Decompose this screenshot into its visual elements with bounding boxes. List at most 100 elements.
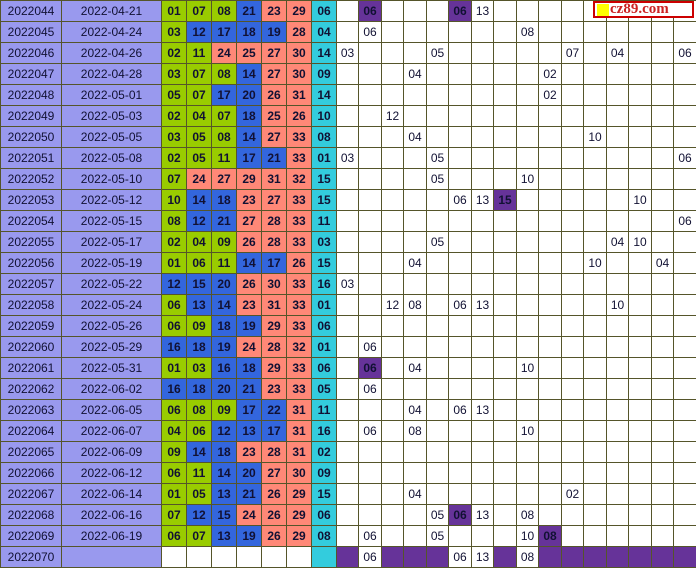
trend-cell	[448, 441, 472, 463]
trend-cell	[673, 252, 696, 274]
period-cell: 2022061	[0, 357, 62, 379]
trend-cell	[628, 252, 652, 274]
watermark-link[interactable]: cz89.com	[610, 1, 669, 17]
draw-row: 2022067 2022-06-14 01 05 13 21 26 29 15 04 02	[0, 483, 696, 505]
period-cell: 2022058	[0, 294, 62, 316]
trend-cell	[583, 399, 607, 421]
trend-cell: 04	[606, 231, 629, 253]
trend-cell	[561, 126, 584, 148]
red-ball-cell: 21	[236, 378, 262, 400]
trend-cell: 06	[358, 525, 382, 547]
trend-cell	[583, 63, 607, 85]
trend-cell: 06	[448, 399, 472, 421]
red-ball-cell: 07	[161, 504, 187, 526]
period-cell: 2022049	[0, 105, 62, 127]
blue-ball-cell: 15	[311, 189, 337, 211]
trend-cell	[628, 525, 652, 547]
red-ball-cell: 28	[261, 210, 287, 232]
trend-cell	[448, 105, 472, 127]
red-ball-cell: 27	[261, 462, 287, 484]
red-ball-cell: 26	[236, 273, 262, 295]
trend-cell	[583, 42, 607, 64]
red-ball-cell: 25	[261, 105, 287, 127]
trend-cell: 06	[358, 546, 382, 568]
trend-cell	[651, 294, 674, 316]
trend-cell: 04	[651, 252, 674, 274]
trend-cell	[336, 420, 359, 442]
red-ball-cell: 33	[286, 294, 312, 316]
trend-cell	[493, 21, 517, 43]
trend-cell	[561, 252, 584, 274]
trend-cell	[673, 84, 696, 106]
trend-cell	[516, 462, 539, 484]
red-ball-cell: 17	[261, 420, 287, 442]
red-ball-cell: 04	[161, 420, 187, 442]
trend-cell	[381, 231, 404, 253]
red-ball-cell: 16	[161, 336, 187, 358]
trend-cell	[606, 399, 629, 421]
trend-cell	[403, 168, 427, 190]
trend-cell	[358, 105, 382, 127]
trend-cell	[448, 21, 472, 43]
trend-cell	[651, 504, 674, 526]
red-ball-cell: 33	[286, 315, 312, 337]
trend-cell	[493, 168, 517, 190]
blue-ball-cell: 06	[311, 0, 337, 22]
trend-cell	[358, 63, 382, 85]
trend-cell	[606, 126, 629, 148]
red-ball-cell: 21	[236, 0, 262, 22]
red-ball-cell: 23	[236, 294, 262, 316]
trend-cell	[381, 357, 404, 379]
trend-cell	[448, 84, 472, 106]
trend-cell	[673, 105, 696, 127]
trend-cell	[381, 504, 404, 526]
period-cell: 2022053	[0, 189, 62, 211]
red-ball-cell: 26	[261, 504, 287, 526]
trend-cell	[358, 189, 382, 211]
trend-cell	[628, 84, 652, 106]
trend-cell	[493, 399, 517, 421]
trend-cell	[583, 462, 607, 484]
trend-cell	[561, 0, 584, 22]
trend-cell	[471, 42, 494, 64]
trend-cell	[561, 315, 584, 337]
trend-cell	[538, 357, 562, 379]
red-ball-cell: 26	[261, 483, 287, 505]
red-ball-cell: 06	[161, 399, 187, 421]
trend-cell	[381, 399, 404, 421]
red-ball-cell: 19	[236, 525, 262, 547]
trend-cell	[628, 105, 652, 127]
blue-ball-cell: 08	[311, 126, 337, 148]
trend-cell	[516, 252, 539, 274]
red-ball-cell: 29	[261, 315, 287, 337]
red-ball-cell: 05	[161, 84, 187, 106]
trend-cell	[471, 525, 494, 547]
trend-cell: 05	[426, 168, 449, 190]
red-ball-cell: 27	[261, 42, 287, 64]
red-ball-cell: 14	[186, 189, 212, 211]
trend-cell	[516, 126, 539, 148]
trend-cell	[606, 315, 629, 337]
trend-cell	[381, 168, 404, 190]
trend-cell	[606, 84, 629, 106]
trend-cell	[583, 336, 607, 358]
blue-ball-cell: 01	[311, 147, 337, 169]
red-ball-cell: 33	[286, 210, 312, 232]
trend-cell	[493, 504, 517, 526]
trend-cell	[471, 84, 494, 106]
red-ball-cell: 05	[186, 483, 212, 505]
trend-cell	[336, 252, 359, 274]
red-ball-cell: 13	[236, 420, 262, 442]
period-cell: 2022063	[0, 399, 62, 421]
period-cell: 2022045	[0, 21, 62, 43]
trend-cell	[628, 21, 652, 43]
trend-cell	[358, 168, 382, 190]
trend-cell	[493, 315, 517, 337]
trend-cell	[538, 189, 562, 211]
red-ball-cell: 06	[161, 525, 187, 547]
trend-cell	[606, 63, 629, 85]
trend-cell	[673, 462, 696, 484]
trend-cell	[651, 210, 674, 232]
draw-row: 2022045 2022-04-24 03 12 17 18 19 28 04 06 08	[0, 21, 696, 43]
